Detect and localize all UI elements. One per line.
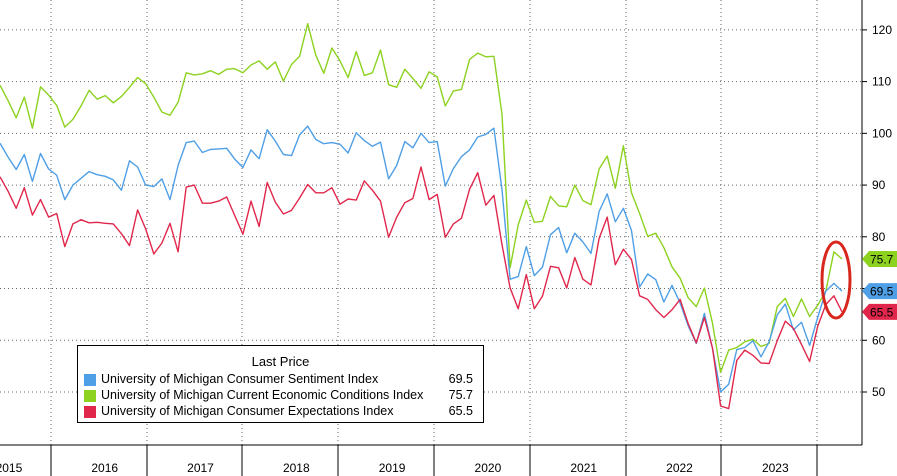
legend-title: Last Price [251, 354, 310, 369]
y-tick-label-50: 50 [872, 385, 886, 399]
legend-value-current-conditions: 75.7 [448, 388, 473, 402]
y-tick-label-110: 110 [872, 75, 891, 89]
marker-layer: 69.5 75.7 65.5 [862, 251, 897, 320]
line-consumer-sentiment [0, 125, 843, 393]
series-layer [0, 23, 843, 410]
last-price-marker-current-conditions [862, 251, 897, 268]
last-price-marker-expectations [862, 303, 897, 320]
legend-label-current-conditions: University of Michigan Current Economic … [101, 388, 424, 402]
y-tick-label-100: 100 [872, 126, 892, 140]
last-price-label-current-conditions: 75.7 [870, 253, 894, 267]
x-tick-label-2017: 2017 [187, 461, 214, 475]
legend-value-expectations: 65.5 [448, 404, 473, 418]
line-consumer-expectations [0, 166, 843, 410]
legend-entry-expectations: University of Michigan Consumer Expectat… [84, 404, 473, 420]
last-price-label-expectations: 65.5 [870, 305, 894, 319]
x-tick-label-2021: 2021 [570, 461, 597, 475]
y-tick-label-90: 90 [872, 178, 886, 192]
x-tick-label-2016: 2016 [91, 461, 118, 475]
last-price-marker-sentiment [862, 283, 897, 300]
legend: Last Price University of Michigan Consum… [77, 345, 484, 423]
y-tick-label-80: 80 [872, 230, 886, 244]
y-tick-label-120: 120 [872, 23, 892, 37]
legend-label-expectations: University of Michigan Consumer Expectat… [101, 404, 394, 418]
highlight-ellipse [820, 240, 852, 320]
x-tick-label-2015: 2015 [0, 461, 23, 475]
y-tick-label-60: 60 [872, 333, 886, 347]
x-tick-label-2019: 2019 [379, 461, 406, 475]
legend-label-sentiment: University of Michigan Consumer Sentimen… [101, 372, 379, 386]
last-price-label-sentiment: 69.5 [870, 285, 894, 299]
legend-value-sentiment: 69.5 [448, 372, 473, 386]
x-tick-label-2020: 2020 [475, 461, 502, 475]
x-tick-label-2022: 2022 [666, 461, 693, 475]
legend-entry-current-conditions: University of Michigan Current Economic … [84, 388, 473, 404]
legend-entry-sentiment: University of Michigan Consumer Sentimen… [84, 372, 473, 388]
x-tick-label-2023: 2023 [762, 461, 789, 475]
legend-swatch-expectations [84, 406, 96, 418]
legend-swatch-sentiment [84, 374, 96, 386]
legend-swatch-current-conditions [84, 390, 96, 402]
x-tick-label-2018: 2018 [283, 461, 310, 475]
line-current-conditions [0, 23, 843, 373]
